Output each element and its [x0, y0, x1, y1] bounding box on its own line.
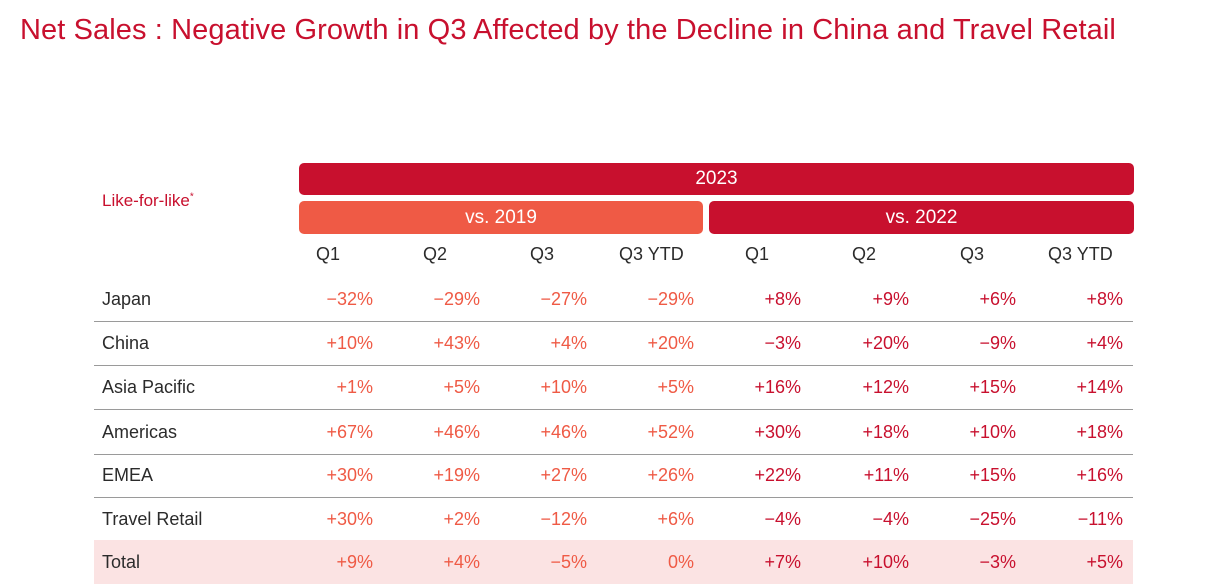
row-label: Japan [102, 289, 152, 309]
cell-vs-2022: +6% [979, 289, 1016, 309]
table-row: Travel Retail +30% +2% −12% +6% −4% −4% −25% −11… [94, 497, 1133, 542]
row-label: Travel Retail [102, 509, 203, 529]
cell-vs-2019: +2% [443, 509, 480, 529]
page-title: Net Sales : Negative Growth in Q3 Affect… [20, 14, 1116, 46]
year-header: 2023 [299, 163, 1134, 195]
cell-vs-2022: +4% [1086, 333, 1123, 353]
row-label: Americas [102, 422, 178, 442]
cell-vs-2019: +26% [647, 465, 694, 485]
cell-vs-2022: +12% [862, 377, 909, 397]
total-row: Total +9% +4% −5% 0% +7% +10% −3% +5% [94, 540, 1133, 584]
col-header: Q2 [852, 244, 877, 264]
cell-vs-2019: +43% [433, 333, 480, 353]
row-label: China [102, 333, 150, 353]
cell-vs-2019: +20% [647, 333, 694, 353]
cell-vs-2019: +46% [540, 422, 587, 442]
table-row: Americas +67% +46% +46% +52% +30% +18% +10% +18% [94, 410, 1133, 455]
cell-vs-2019: +46% [433, 422, 480, 442]
vs-2022-label: vs. 2022 [885, 206, 958, 228]
cell-vs-2022: +7% [764, 552, 801, 572]
cell-vs-2019: +10% [326, 333, 373, 353]
vs-2019-header: vs. 2019 [299, 201, 703, 234]
cell-vs-2022: −4% [872, 509, 909, 529]
cell-vs-2022: +22% [754, 465, 801, 485]
vs-2022-header: vs. 2022 [709, 201, 1134, 234]
cell-vs-2019: +5% [657, 377, 694, 397]
cell-vs-2022: +5% [1086, 552, 1123, 572]
cell-vs-2022: +16% [754, 377, 801, 397]
col-header: Q2 [423, 244, 448, 264]
col-header: Q3 YTD [1048, 244, 1113, 264]
col-header: Q1 [316, 244, 341, 264]
cell-vs-2022: −25% [969, 509, 1016, 529]
cell-vs-2019: −27% [540, 289, 587, 309]
year-label: 2023 [695, 168, 738, 189]
table-row: EMEA +30% +19% +27% +26% +22% +11% +15% +16% [94, 453, 1133, 498]
cell-vs-2022: +18% [1076, 422, 1123, 442]
table-row: Japan −32% −29% −27% −29% +8% +9% +6% +8% [94, 277, 1133, 322]
cell-vs-2022: +30% [754, 422, 801, 442]
cell-vs-2022: −4% [764, 509, 801, 529]
col-header: Q1 [745, 244, 770, 264]
cell-vs-2019: 0% [667, 552, 694, 572]
cell-vs-2022: +11% [863, 465, 909, 485]
cell-vs-2022: −3% [764, 333, 801, 353]
cell-vs-2022: −11% [1077, 509, 1123, 529]
cell-vs-2019: +10% [540, 377, 587, 397]
cell-vs-2019: −12% [540, 509, 587, 529]
row-label: Asia Pacific [102, 377, 196, 397]
cell-vs-2019: +9% [336, 552, 373, 572]
cell-vs-2022: +16% [1076, 465, 1123, 485]
like-for-like-label: Like-for-like* [102, 191, 194, 211]
cell-vs-2022: +15% [969, 465, 1016, 485]
cell-vs-2022: +18% [862, 422, 909, 442]
cell-vs-2022: +10% [862, 552, 909, 572]
vs-2019-label: vs. 2019 [465, 206, 537, 228]
cell-vs-2019: +67% [326, 422, 373, 442]
cell-vs-2022: −9% [979, 333, 1016, 353]
cell-vs-2022: −3% [979, 552, 1016, 572]
cell-vs-2019: +27% [540, 465, 587, 485]
cell-vs-2022: +14% [1076, 377, 1123, 397]
col-header: Q3 [960, 244, 985, 264]
cell-vs-2022: +20% [862, 333, 909, 353]
cell-vs-2019: +52% [647, 422, 694, 442]
like-for-like-text: Like-for-like [102, 191, 190, 210]
cell-vs-2022: +10% [969, 422, 1016, 442]
col-header: Q3 YTD [619, 244, 684, 264]
cell-vs-2022: +8% [1086, 289, 1123, 309]
cell-vs-2019: −29% [647, 289, 694, 309]
cell-vs-2019: −29% [433, 289, 480, 309]
cell-vs-2022: +8% [764, 289, 801, 309]
cell-vs-2019: −32% [326, 289, 373, 309]
table-row: China +10% +43% +4% +20% −3% +20% −9% +4% [94, 321, 1133, 366]
cell-vs-2019: −5% [550, 552, 587, 572]
cell-vs-2019: +19% [433, 465, 480, 485]
row-label: Total [102, 552, 141, 572]
row-label: EMEA [102, 465, 154, 485]
cell-vs-2019: +30% [326, 465, 373, 485]
cell-vs-2019: +4% [550, 333, 587, 353]
cell-vs-2022: +9% [872, 289, 909, 309]
cell-vs-2019: +4% [443, 552, 480, 572]
footnote-mark: * [189, 191, 194, 203]
table-row: Asia Pacific +1% +5% +10% +5% +16% +12% +15% +14… [94, 365, 1133, 410]
cell-vs-2019: +6% [657, 509, 694, 529]
cell-vs-2019: +30% [326, 509, 373, 529]
cell-vs-2019: +1% [336, 377, 373, 397]
cell-vs-2019: +5% [443, 377, 480, 397]
col-header: Q3 [530, 244, 555, 264]
cell-vs-2022: +15% [969, 377, 1016, 397]
